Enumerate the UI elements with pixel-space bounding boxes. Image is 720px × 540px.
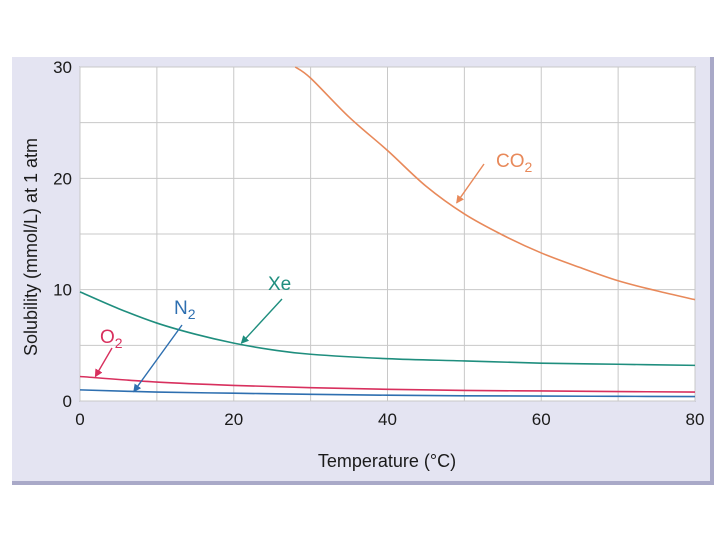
y-tick-label: 30: [53, 58, 72, 77]
grid: [79, 66, 696, 402]
annotation-arrow-o2: [94, 347, 113, 378]
series-line-n2: [79, 389, 696, 398]
series-lines: [79, 66, 696, 398]
annotation-arrow-co2: [456, 163, 485, 204]
series-label-xe: Xe: [268, 274, 291, 295]
series-line-o2: [79, 375, 696, 393]
y-tick-label: 0: [63, 392, 72, 411]
series-line-co2: [294, 66, 696, 301]
x-tick-label: 60: [532, 410, 551, 429]
x-axis-title: Temperature (°C): [318, 451, 456, 471]
x-tick-label: 80: [686, 410, 705, 429]
x-tick-label: 0: [75, 410, 84, 429]
y-tick-label: 10: [53, 281, 72, 300]
series-line-xe: [79, 291, 696, 367]
y-axis-title: Solubility (mmol/L) at 1 atm: [21, 138, 41, 356]
tick-labels: 0 20 40 60 80 0 10 20 30: [53, 58, 704, 429]
x-tick-label: 20: [224, 410, 243, 429]
annotation-arrow-n2: [133, 324, 183, 393]
x-tick-label: 40: [378, 410, 397, 429]
y-tick-label: 20: [53, 169, 72, 188]
annotation-arrow-xe: [240, 298, 283, 344]
chart-panel: CO2 Xe N2 O2 0 20 40 60 80 0 10 20 30 Temperature (…: [12, 57, 714, 485]
